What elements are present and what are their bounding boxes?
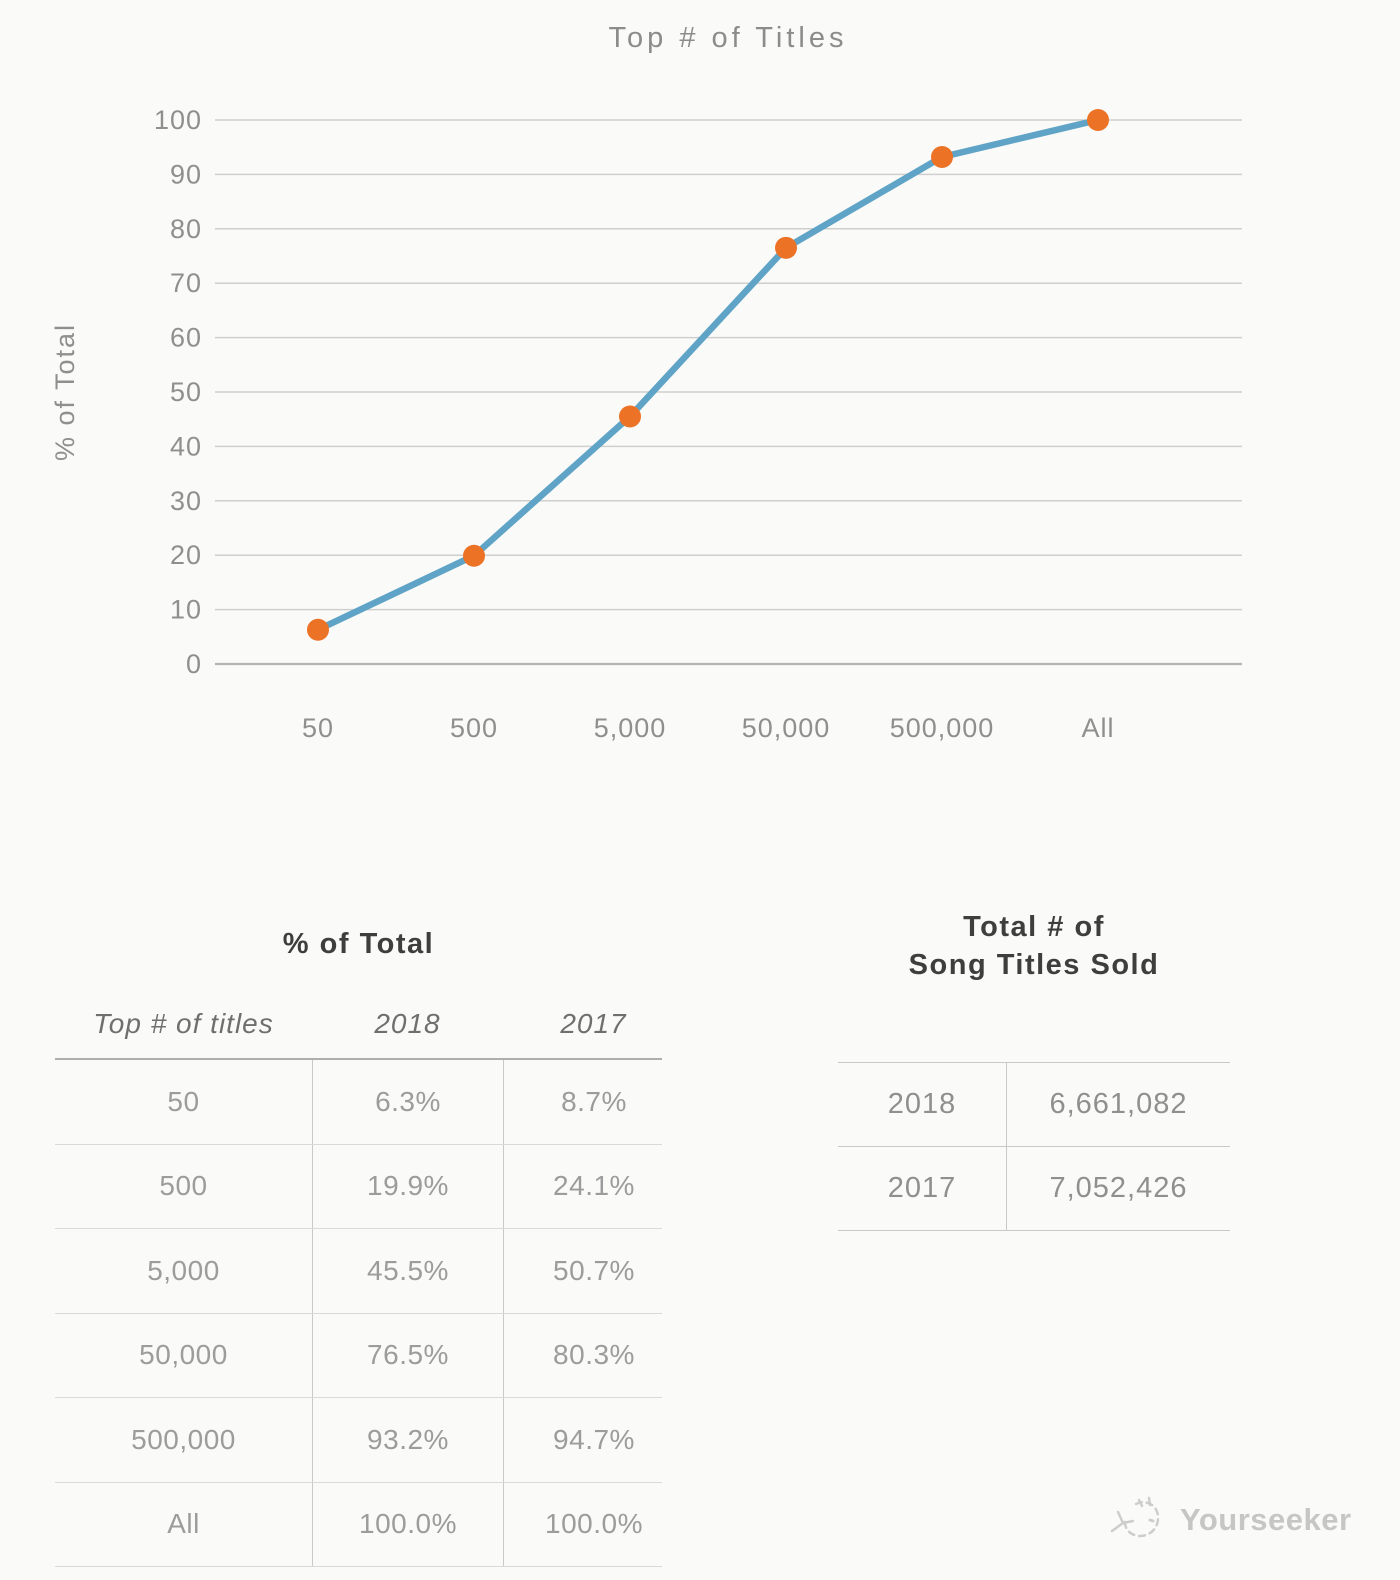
x-tick-label: All xyxy=(1081,713,1114,743)
watermark: Yourseeker xyxy=(1106,1490,1352,1550)
table-cell: 50.7% xyxy=(503,1229,662,1313)
y-tick-label: 100 xyxy=(154,105,202,135)
series-line-2018 xyxy=(314,116,1102,633)
y-tick-label: 40 xyxy=(170,431,202,461)
table-cell: 100.0% xyxy=(312,1482,503,1566)
x-tick-label: 500 xyxy=(450,713,498,743)
data-point xyxy=(1087,109,1109,131)
table-row: 2017 7,052,426 xyxy=(838,1147,1230,1231)
table-cell: 500 xyxy=(159,1170,208,1202)
table-cell: 6.3% xyxy=(312,1060,503,1144)
left-table-title: % of Total xyxy=(282,928,435,960)
table-cell: 7,052,426 xyxy=(1006,1147,1230,1230)
y-tick-label: 0 xyxy=(186,649,202,679)
table-cell: 45.5% xyxy=(312,1229,503,1313)
y-tick-label: 60 xyxy=(170,323,202,353)
x-tick-label: 500,000 xyxy=(890,713,995,743)
chart-title: Top # of Titles xyxy=(609,22,848,54)
table-cell: 50,000 xyxy=(139,1339,228,1371)
data-point xyxy=(463,544,485,567)
table-cell: 19.9% xyxy=(312,1144,503,1228)
column-header: 2017 xyxy=(560,1008,627,1039)
table-header-row: Top # of titles 2018 2017 xyxy=(55,990,662,1060)
song-titles-sold-table: 2018 6,661,082 2017 7,052,426 xyxy=(838,1062,1230,1231)
x-tick-label: 50 xyxy=(302,713,334,743)
x-tick-label: 5,000 xyxy=(594,713,667,743)
right-table-title: Total # of Song Titles Sold xyxy=(838,908,1230,984)
watermark-label: Yourseeker xyxy=(1180,1502,1352,1537)
line-chart: 0 10 20 30 40 50 60 70 80 90 100 50 500 5,000 50,000 50… xyxy=(50,22,1242,743)
table-cell: 93.2% xyxy=(312,1398,503,1482)
table-row: 50,000 76.5% 80.3% xyxy=(55,1313,662,1398)
doodle-cat-icon xyxy=(1110,1496,1160,1538)
table-cell: 500,000 xyxy=(131,1423,236,1455)
table-cell: 2017 xyxy=(887,1172,957,1204)
right-table-title-line2: Song Titles Sold xyxy=(908,949,1160,981)
table-cell: 6,661,082 xyxy=(1006,1063,1230,1146)
y-tick-label: 20 xyxy=(170,540,202,570)
right-table-title-line1: Total # of xyxy=(963,911,1105,943)
table-row: 2018 6,661,082 xyxy=(838,1063,1230,1147)
table-cell: 24.1% xyxy=(503,1144,662,1228)
percent-of-total-table: Top # of titles 2018 2017 50 6.3% 8.7% 500 19.… xyxy=(55,990,662,1567)
column-header: 2018 xyxy=(374,1008,441,1039)
table-body: 50 6.3% 8.7% 500 19.9% 24.1% 5,000 45.5% 50.7% 50… xyxy=(55,1060,662,1567)
table-cell: 76.5% xyxy=(312,1313,503,1397)
data-point xyxy=(931,145,953,168)
table-cell: 80.3% xyxy=(503,1313,662,1397)
y-tick-label: 80 xyxy=(170,214,202,244)
table-row: 500 19.9% 24.1% xyxy=(55,1144,662,1229)
y-tick-label: 30 xyxy=(170,486,202,516)
y-axis-title: % of Total xyxy=(50,323,80,461)
y-tick-label: 70 xyxy=(170,268,202,298)
data-point xyxy=(619,405,641,428)
table-cell: 5,000 xyxy=(147,1254,220,1286)
y-tick-label: 10 xyxy=(170,595,202,625)
table-cell: 2018 xyxy=(887,1088,957,1120)
table-cell: 100.0% xyxy=(503,1482,662,1566)
table-row: 50 6.3% 8.7% xyxy=(55,1060,662,1145)
y-tick-label: 50 xyxy=(170,377,202,407)
table-row: 500,000 93.2% 94.7% xyxy=(55,1398,662,1483)
table-cell: 50 xyxy=(167,1085,200,1117)
data-point xyxy=(307,618,329,641)
y-tick-label: 90 xyxy=(170,159,202,189)
table-cell: All xyxy=(167,1508,200,1540)
column-header: Top # of titles xyxy=(93,1008,274,1039)
data-point xyxy=(775,236,797,259)
table-row: 5,000 45.5% 50.7% xyxy=(55,1229,662,1314)
table-cell: 8.7% xyxy=(503,1060,662,1144)
table-cell: 94.7% xyxy=(503,1398,662,1482)
x-tick-label: 50,000 xyxy=(742,713,831,743)
table-row: All 100.0% 100.0% xyxy=(55,1482,662,1567)
